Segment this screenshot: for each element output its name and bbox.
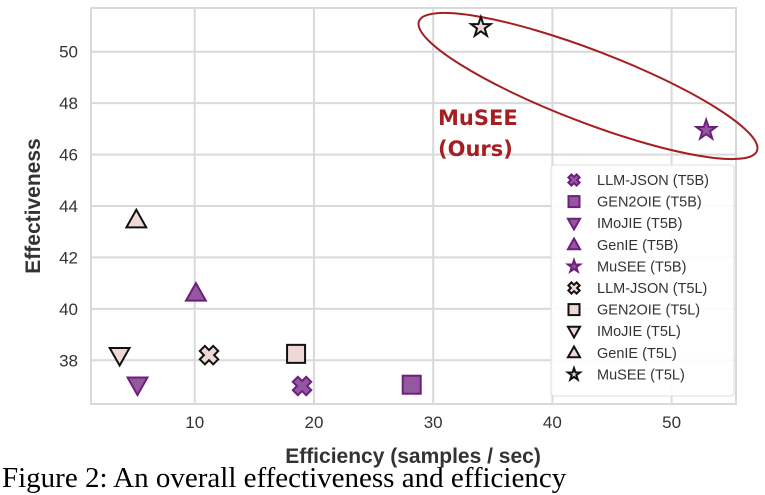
y-tick-label: 48 — [59, 94, 78, 113]
legend-label: MuSEE (T5B) — [597, 259, 686, 275]
point-musee-t5l — [468, 13, 494, 39]
y-tick-label: 42 — [59, 248, 78, 267]
x-tick-label: 40 — [543, 413, 562, 432]
point-genie-t5b — [184, 281, 208, 302]
legend-label: GenIE (T5B) — [597, 238, 678, 254]
legend-label: GEN2OIE (T5L) — [597, 303, 700, 319]
point-imojie-t5l — [108, 346, 132, 368]
y-tick-label: 44 — [59, 197, 78, 216]
legend-marker — [566, 344, 582, 359]
x-axis-label: Efficiency (samples / sec) — [285, 445, 541, 468]
legend-marker — [566, 217, 582, 232]
y-tick-label: 50 — [59, 43, 78, 62]
y-tick-label: 38 — [59, 351, 78, 370]
legend-label: LLM-JSON (T5B) — [597, 173, 709, 189]
legend-marker — [565, 256, 583, 275]
x-tick-label: 50 — [662, 413, 681, 432]
y-tick-label: 46 — [59, 146, 78, 165]
legend-marker — [566, 325, 582, 340]
x-tick-label: 20 — [304, 413, 323, 432]
point-musee-t5b — [693, 116, 720, 142]
point-genie-t5l — [124, 207, 148, 229]
y-axis-label: Effectiveness — [22, 138, 45, 273]
legend-box — [550, 164, 735, 397]
point-gen2oie-t5l — [286, 343, 307, 364]
legend-label: MuSEE (T5L) — [597, 367, 685, 383]
legend-label: IMoJIE (T5B) — [597, 216, 682, 232]
legend-marker — [567, 195, 581, 209]
figure-caption: Figure 2: An overall effectiveness and e… — [2, 462, 567, 494]
plot-frame — [90, 7, 737, 405]
point-imojie-t5b — [125, 376, 150, 398]
x-tick-label: 30 — [424, 413, 443, 432]
legend-marker — [566, 236, 582, 251]
annotation-ellipse — [417, 11, 759, 161]
legend-label: IMoJIE (T5L) — [597, 324, 681, 340]
point-llm-json-t5l — [198, 344, 220, 366]
legend-label: GenIE (T5L) — [597, 346, 677, 362]
annotation-line2: (Ours) — [438, 137, 513, 161]
point-llm-json-t5b — [291, 375, 313, 397]
annotation-line1: MuSEE — [438, 106, 518, 130]
x-ticks: 10 20 30 40 50 — [185, 413, 681, 432]
legend-marker — [565, 364, 583, 383]
legend-marker — [566, 172, 582, 188]
legend-marker — [566, 280, 582, 296]
legend: LLM-JSON (T5B) GEN2OIE (T5B) IMoJIE (T5B) G… — [550, 164, 735, 397]
scatter-chart: 10 20 30 40 50 38 40 42 44 46 48 50 Efficiency (sa… — [22, 7, 759, 468]
legend-label: GEN2OIE (T5B) — [597, 195, 702, 211]
point-gen2oie-t5b — [401, 374, 422, 395]
x-tick-label: 10 — [185, 413, 204, 432]
data-points — [108, 13, 720, 398]
legend-marker — [567, 303, 581, 317]
y-tick-label: 40 — [59, 300, 78, 319]
legend-label: LLM-JSON (T5L) — [597, 281, 707, 297]
y-ticks: 38 40 42 44 46 48 50 — [59, 43, 78, 371]
